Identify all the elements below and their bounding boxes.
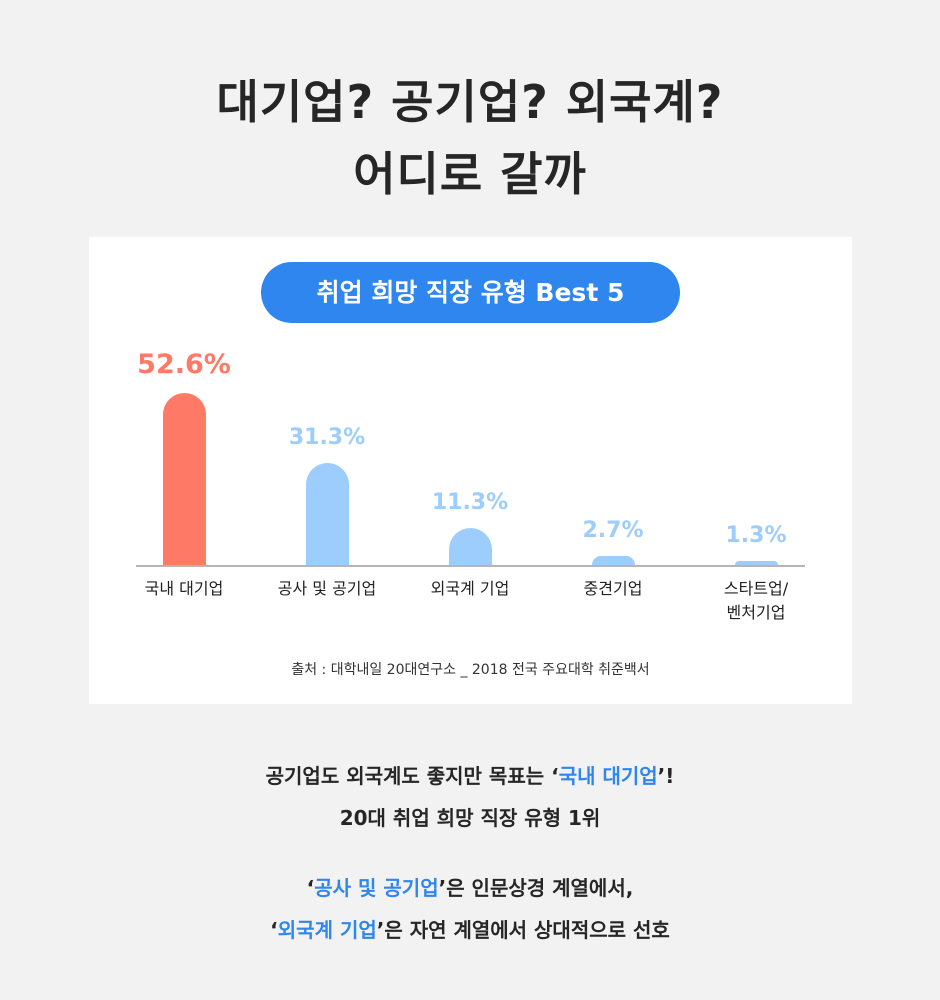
chart-card: 취업 희망 직장 유형 Best 5 52.6% 국내 대기업 31.3% 공사 및 … (89, 237, 852, 704)
bar-3 (448, 528, 492, 565)
bar-chart: 52.6% 국내 대기업 31.3% 공사 및 공기업 11.3% 외국계 기업 2.7% 중… (89, 237, 852, 704)
value-label-3: 11.3% (431, 490, 509, 516)
bar-2 (305, 462, 349, 565)
note-line-4-highlight: 외국계 기업 (277, 918, 377, 942)
value-label-2: 31.3% (288, 424, 366, 450)
bar-5 (734, 560, 778, 565)
note-line-4: ‘외국계 기업’은 자연 계열에서 상대적으로 선호 (0, 914, 940, 943)
note-line-3-highlight: 공사 및 공기업 (314, 876, 439, 900)
value-label-1: 52.6% (137, 348, 231, 380)
note-line-4-post: ’은 자연 계열에서 상대적으로 선호 (376, 918, 670, 942)
bar-1 (162, 392, 206, 565)
note-line-1-highlight: 국내 대기업 (558, 764, 658, 788)
category-label-2: 공사 및 공기업 (277, 579, 377, 598)
note-line-1-pre: 공기업도 외국계도 좋지만 목표는 ‘ (265, 764, 559, 788)
category-label-3: 외국계 기업 (430, 579, 510, 598)
category-label-4: 중견기업 (583, 579, 643, 598)
note-line-3-post: ’은 인문상경 계열에서, (438, 876, 634, 900)
note-line-1: 공기업도 외국계도 좋지만 목표는 ‘국내 대기업’! (0, 760, 940, 789)
headline: 대기업? 공기업? 외국계? 어디로 갈까 (0, 66, 940, 210)
note-line-1-post: ’! (657, 764, 675, 788)
value-label-5: 1.3% (725, 522, 787, 548)
note-line-3: ‘공사 및 공기업’은 인문상경 계열에서, (0, 872, 940, 901)
note-line-4-pre: ‘ (270, 918, 278, 942)
value-label-4: 2.7% (582, 518, 644, 544)
chart-title: 취업 희망 직장 유형 Best 5 (261, 262, 680, 323)
headline-line-1: 대기업? 공기업? 외국계? (216, 75, 724, 129)
category-label-1: 국내 대기업 (144, 579, 224, 598)
note-line-3-pre: ‘ (306, 876, 315, 900)
note-line-2: 20대 취업 희망 직장 유형 1위 (339, 806, 601, 830)
headline-line-2: 어디로 갈까 (353, 147, 587, 201)
bar-4 (591, 556, 635, 565)
chart-source: 출처 : 대학내일 20대연구소 _ 2018 전국 주요대학 취준백서 (291, 662, 650, 678)
category-label-5: 스타트업/벤처기업 (723, 579, 789, 622)
chart-baseline (136, 565, 805, 567)
